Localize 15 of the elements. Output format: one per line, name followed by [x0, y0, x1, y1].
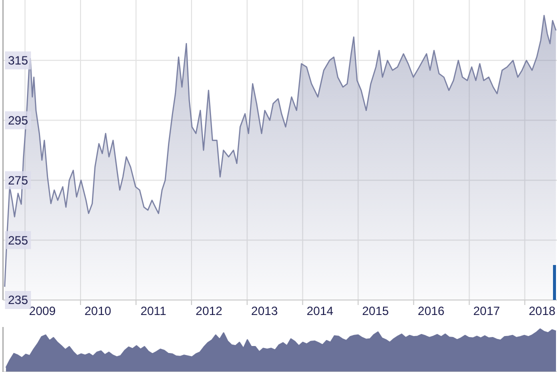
y-tick-label: 315: [8, 54, 28, 68]
x-tick-label: 2017: [473, 304, 500, 318]
x-tick-label: 2014: [306, 304, 334, 318]
x-tick-label: 2011: [140, 304, 167, 318]
y-tick-label: 275: [8, 173, 28, 188]
x-tick-label: 2010: [84, 304, 112, 318]
x-tick-label: 2018: [528, 304, 556, 318]
y-tick-label: 255: [8, 233, 28, 248]
x-tick-label: 2012: [196, 304, 223, 318]
x-tick-label: 2013: [251, 304, 278, 318]
y-tick-label: 295: [8, 114, 28, 128]
y-tick-label: 235: [8, 293, 28, 308]
x-tick-label: 2016: [418, 304, 445, 318]
x-tick-label: 2009: [29, 304, 56, 318]
x-tick-label: 2015: [362, 304, 390, 318]
